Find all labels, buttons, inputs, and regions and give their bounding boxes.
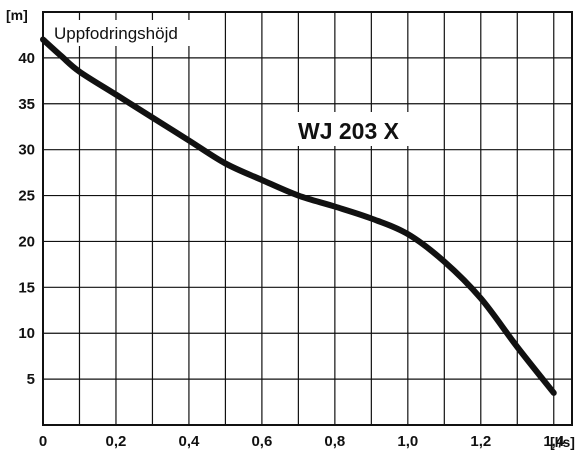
x-tick-label: 1,2 — [470, 433, 491, 450]
x-tick-label: 0 — [39, 433, 47, 450]
grid — [43, 12, 572, 425]
series-line-wj203x — [40, 36, 557, 396]
y-tick-label: 5 — [27, 371, 35, 388]
x-tick-label: 1,4 — [543, 433, 565, 450]
x-axis-unit: [l/s] — [550, 434, 575, 450]
y-tick-label: 20 — [18, 233, 35, 250]
y-axis-unit: [m] — [6, 7, 28, 23]
y-axis-ticks: 5 10 15 20 25 30 35 40 — [18, 50, 35, 388]
y-tick-label: 25 — [18, 188, 35, 205]
x-tick-label: 0,2 — [106, 433, 127, 450]
y-axis-label: Uppfodringshöjd — [54, 24, 178, 43]
y-tick-label: 15 — [18, 279, 35, 296]
x-axis-ticks: 0 0,2 0,4 0,6 0,8 1,0 1,2 1,4 — [39, 433, 565, 450]
y-tick-label: 30 — [18, 142, 35, 159]
x-tick-label: 0,6 — [251, 433, 272, 450]
x-tick-label: 0,8 — [324, 433, 345, 450]
plot-frame — [42, 11, 573, 426]
ylabel-background — [48, 20, 216, 46]
title-background — [290, 112, 420, 146]
y-tick-label: 10 — [18, 325, 35, 342]
y-tick-label: 35 — [18, 96, 35, 113]
y-tick-label: 40 — [18, 50, 35, 67]
x-tick-label: 0,4 — [179, 433, 201, 450]
chart-title: WJ 203 X — [298, 118, 400, 144]
x-tick-label: 1,0 — [397, 433, 418, 450]
